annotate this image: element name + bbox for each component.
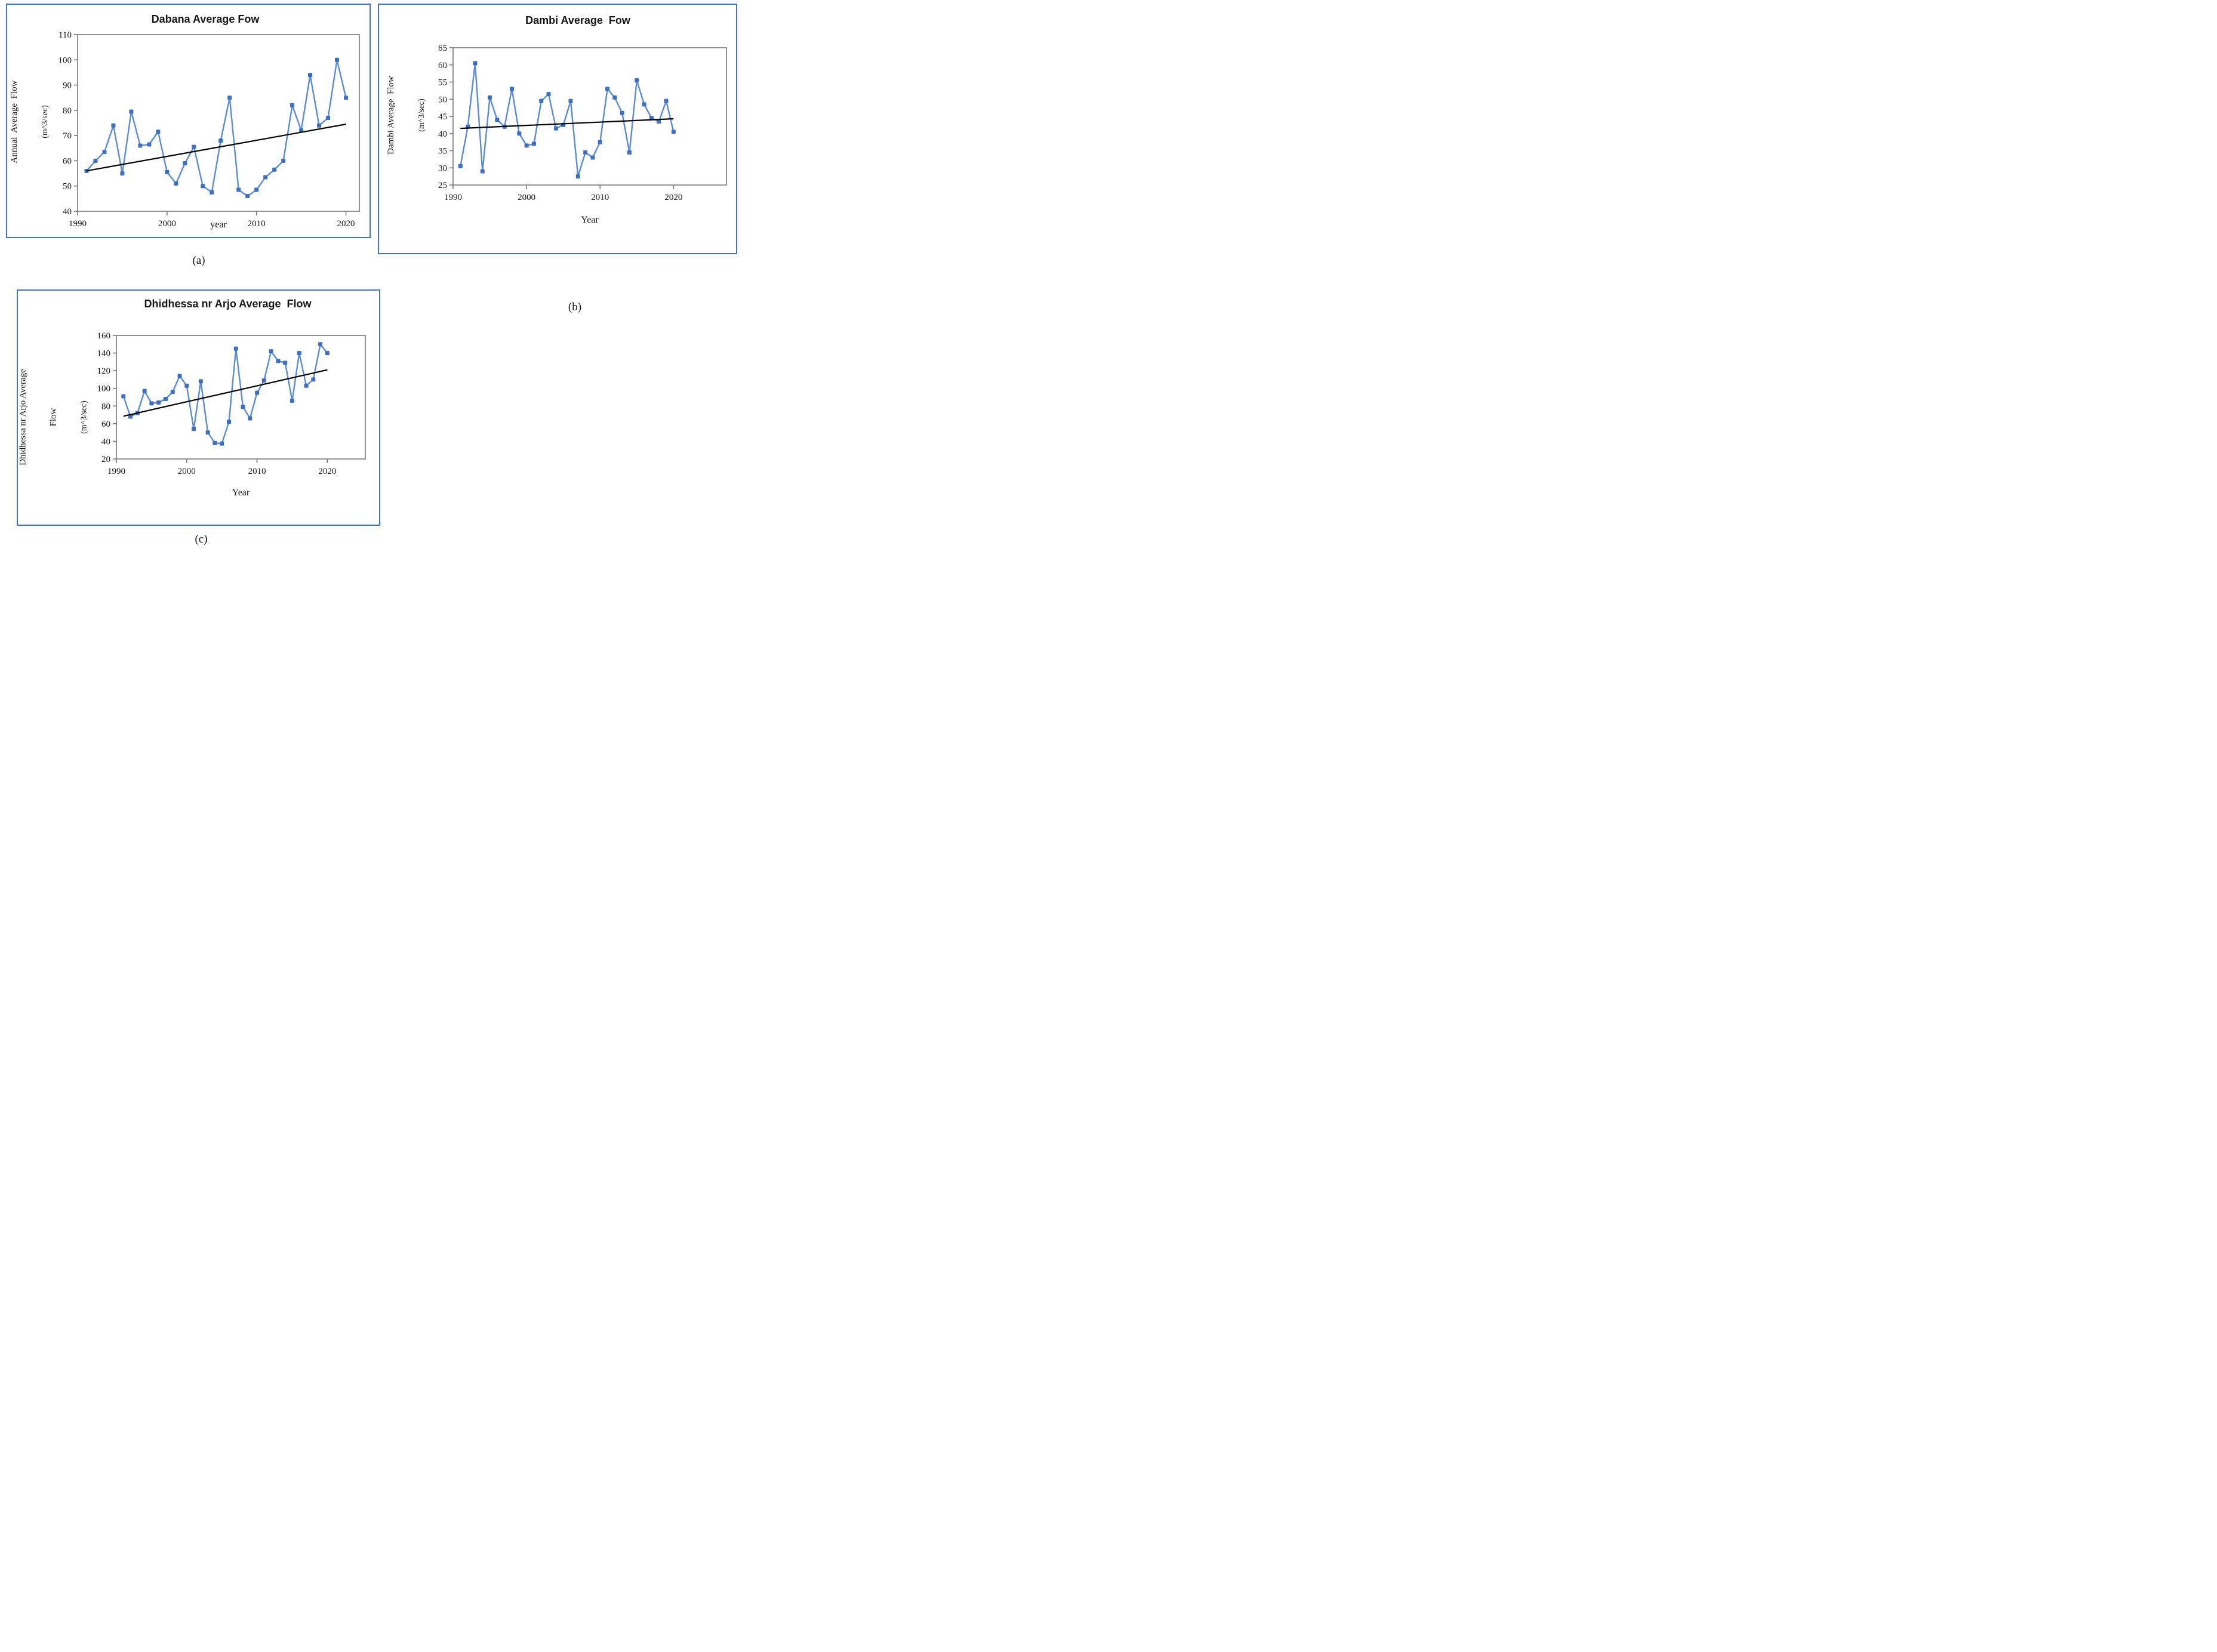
- y-tick-label: 110: [58, 30, 72, 40]
- y-tick-label: 50: [438, 95, 447, 104]
- chart-b-y-axis-title-line1: Dambi Average Flow: [386, 76, 396, 155]
- x-tick-label: 2010: [248, 467, 266, 476]
- y-tick-label: 25: [438, 181, 447, 190]
- chart-a-y-axis-units: (m^3/sec): [41, 105, 50, 138]
- y-tick-label: 70: [63, 131, 72, 141]
- panel-label-b: (b): [568, 301, 582, 313]
- x-axis-ticks: 1990 2000 2010 2020: [107, 459, 336, 476]
- y-tick-label: 40: [438, 130, 447, 139]
- x-tick-label: 2020: [664, 193, 682, 202]
- panel-label-c: (c): [195, 533, 208, 545]
- chart-panel-dhidhessa: 20 40 60 80 100 120 140 160 1990 2000 2010 2020 Dhi…: [17, 289, 380, 526]
- y-tick-label: 80: [101, 402, 110, 411]
- chart-a-title: Dabana Average Fow: [151, 13, 260, 25]
- plot-border: [77, 34, 360, 212]
- chart-c-y-axis-title: Dhidhessa nr Arjo Average Flow (m^3/sec): [0, 369, 110, 466]
- chart-panel-dambi: 25 30 35 40 45 50 55 60 65 1990 2000 2010 2020 Dambi…: [378, 4, 737, 254]
- chart-b-title: Dambi Average Fow: [525, 14, 630, 26]
- y-tick-label: 80: [63, 106, 72, 116]
- chart-c-x-axis-title: Year: [232, 488, 250, 498]
- panel-label-a: (a): [192, 254, 205, 267]
- chart-c-y-axis-units: (m^3/sec): [79, 400, 89, 434]
- chart-c-title: Dhidhessa nr Arjo Average Flow: [144, 298, 312, 310]
- x-axis-ticks: 1990 2000 2010 2020: [69, 211, 355, 229]
- y-tick-label: 60: [438, 61, 447, 70]
- chart-a-y-axis-title-line1: Annual Average Flow: [10, 80, 19, 164]
- x-tick-label: 2020: [337, 219, 355, 229]
- trend-line: [123, 369, 328, 417]
- chart-b-y-axis-units: (m^3/sec): [417, 98, 426, 132]
- series-line: [460, 62, 675, 177]
- x-tick-label: 2010: [248, 219, 266, 229]
- y-tick-label: 55: [438, 78, 447, 88]
- data-point-markers: [121, 342, 330, 446]
- x-tick-label: 1990: [444, 193, 462, 202]
- y-axis-ticks: 20 40 60 80 100 120 140 160: [97, 331, 117, 464]
- x-tick-label: 2000: [518, 193, 535, 202]
- y-tick-label: 100: [58, 56, 72, 65]
- chart-b-x-axis-title: Year: [581, 215, 599, 225]
- chart-a-x-axis-title: year: [210, 220, 227, 230]
- x-tick-label: 1990: [107, 467, 125, 476]
- y-tick-label: 40: [101, 437, 110, 446]
- series-line: [122, 343, 328, 445]
- chart-c-y-axis-title-line1: Dhidhessa nr Arjo Average: [18, 369, 28, 466]
- x-tick-label: 1990: [69, 219, 87, 229]
- x-axis-ticks: 1990 2000 2010 2020: [444, 185, 682, 202]
- data-point-markers: [458, 61, 676, 179]
- plot-border: [116, 335, 366, 460]
- y-axis-ticks: 40 50 60 70 80 90 100 110: [58, 30, 78, 217]
- y-tick-label: 50: [63, 182, 72, 192]
- y-tick-label: 90: [63, 81, 72, 91]
- y-tick-label: 160: [97, 331, 111, 341]
- y-tick-label: 120: [97, 366, 111, 376]
- chart-panel-dabana: 40 50 60 70 80 90 100 110 1990 2000 2010 2020 Daban…: [6, 4, 371, 238]
- series-line: [86, 59, 347, 197]
- y-tick-label: 45: [438, 112, 447, 122]
- dabana-plot-svg: 40 50 60 70 80 90 100 110 1990 2000 2010 2020: [58, 30, 360, 229]
- plot-border: [452, 47, 727, 186]
- data-point-markers: [84, 57, 349, 199]
- y-tick-label: 60: [63, 156, 72, 166]
- y-tick-label: 60: [101, 420, 110, 429]
- y-tick-label: 65: [438, 44, 447, 53]
- y-axis-ticks: 25 30 35 40 45 50 55 60 65: [438, 44, 454, 190]
- dhidhessa-plot-svg: 20 40 60 80 100 120 140 160 1990 2000 2010 2020: [97, 331, 366, 476]
- x-tick-label: 2010: [591, 193, 609, 202]
- y-tick-label: 20: [101, 455, 110, 464]
- y-tick-label: 100: [97, 384, 111, 394]
- y-tick-label: 40: [63, 207, 72, 217]
- x-tick-label: 2000: [158, 219, 176, 229]
- x-tick-label: 2000: [178, 467, 196, 476]
- trend-line: [86, 124, 346, 172]
- trend-line: [460, 118, 674, 130]
- figure-page: 40 50 60 70 80 90 100 110 1990 2000 2010 2020 Daban…: [0, 0, 739, 551]
- y-tick-label: 30: [438, 164, 447, 173]
- y-tick-label: 140: [97, 349, 111, 359]
- chart-b-y-axis-title: Dambi Average Flow (m^3/sec): [366, 76, 447, 155]
- chart-c-y-axis-title-line2: Flow: [48, 408, 58, 427]
- y-tick-label: 35: [438, 147, 447, 156]
- chart-a-y-axis-title: Annual Average Flow (m^3/sec): [0, 81, 70, 164]
- dambi-plot-svg: 25 30 35 40 45 50 55 60 65 1990 2000 2010 2020: [438, 44, 727, 202]
- x-tick-label: 2020: [318, 467, 336, 476]
